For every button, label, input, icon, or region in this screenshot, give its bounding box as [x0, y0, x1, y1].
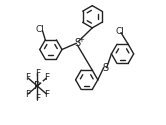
- Text: F: F: [35, 68, 40, 78]
- Text: P: P: [34, 81, 40, 91]
- Text: S: S: [74, 38, 81, 48]
- Text: +: +: [78, 37, 84, 43]
- Text: S: S: [102, 63, 108, 73]
- Text: F: F: [44, 74, 49, 82]
- Text: Cl: Cl: [36, 25, 45, 34]
- Text: F: F: [25, 90, 31, 98]
- Text: Cl: Cl: [116, 27, 124, 36]
- Text: F: F: [44, 90, 49, 98]
- Text: F: F: [25, 74, 31, 82]
- Text: F: F: [35, 94, 40, 104]
